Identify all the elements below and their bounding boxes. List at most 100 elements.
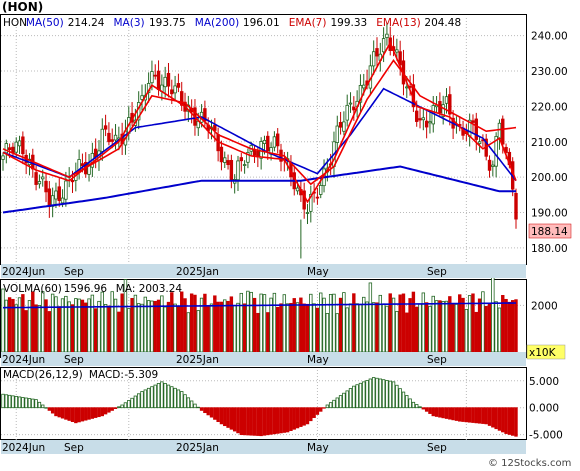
candle-body [497, 122, 502, 140]
macd-bar [176, 389, 181, 409]
volume-bar [193, 294, 197, 353]
macd-bar [67, 407, 71, 421]
legend-label: MACD: [89, 369, 124, 381]
candle-body [70, 179, 75, 183]
volume-bar [299, 297, 303, 353]
macd-bar [249, 407, 253, 436]
macd-bar [203, 407, 207, 414]
candle-body [491, 164, 495, 167]
candle-body [219, 146, 224, 163]
legend-value: 214.24 [68, 17, 105, 29]
volume-bar [93, 308, 98, 353]
volume-bar [487, 303, 492, 353]
volume-bar [497, 307, 502, 353]
macd-bar [93, 407, 98, 418]
macd-bar [448, 407, 452, 420]
volume-bar [302, 303, 306, 353]
macd-bar [388, 380, 392, 409]
volume-bar [213, 295, 217, 353]
volume-bar [388, 293, 392, 353]
volume-bar [305, 303, 310, 353]
candle-body [34, 172, 38, 185]
legend-value: 2003.24 [139, 283, 183, 295]
macd-bar [11, 395, 15, 409]
last-price-tag: 188.14 [531, 226, 568, 238]
volume-bar [325, 313, 330, 353]
volume-bar [7, 297, 12, 353]
legend-label: MA(200) [195, 17, 239, 29]
candle-body [315, 196, 320, 199]
candle-body [342, 121, 346, 132]
date-axis-label: Sep [427, 266, 447, 278]
volume-bar [203, 293, 207, 353]
candle-body [14, 141, 18, 153]
date-axis-label: 2024Jun [2, 442, 45, 454]
volume-bar [295, 302, 300, 353]
volume-bar [223, 299, 227, 353]
candle-body [428, 121, 432, 124]
macd-bar [458, 407, 462, 422]
macd-bar [57, 407, 61, 418]
volume-bar [451, 303, 455, 353]
macd-bar [497, 407, 502, 431]
volume-bar [216, 301, 220, 353]
volume-bar [401, 293, 406, 353]
last-price-tag-bg [528, 223, 572, 239]
macd-bar [27, 398, 32, 409]
macd-bar [87, 407, 91, 420]
volume-bar [246, 290, 250, 353]
price-y-tick-label: 180.00 [531, 243, 568, 255]
date-axis-label: May [307, 266, 329, 278]
macd-bar [189, 400, 194, 409]
macd-bar [398, 388, 402, 409]
volume-bar [355, 303, 359, 353]
candle-body [421, 117, 426, 121]
macd-bar [335, 397, 339, 409]
volume-bar [163, 306, 167, 353]
macd-bar [64, 407, 68, 420]
macd-bar [401, 391, 406, 409]
candle-body [348, 102, 353, 105]
volume-bar [411, 291, 416, 353]
macd-bar [7, 394, 12, 409]
price-y-tick-label: 200.00 [531, 172, 568, 184]
candle-body [41, 176, 45, 180]
macd-bar [405, 395, 409, 409]
candle-body [338, 122, 343, 128]
date-axis-label: May [307, 354, 329, 366]
macd-bar [47, 407, 52, 411]
volume-bar [266, 312, 270, 353]
volume-bar [239, 292, 243, 353]
volume-bar [322, 297, 326, 353]
volume-bar [140, 303, 144, 353]
macd-bar [77, 407, 81, 423]
volume-bar [27, 300, 32, 353]
candle-body [100, 128, 104, 152]
macd-bar [246, 407, 250, 436]
volume-bar [103, 303, 108, 353]
volume-bar [514, 299, 518, 353]
macd-bar [180, 391, 184, 409]
candle-body [57, 186, 61, 201]
macd-bar [428, 407, 432, 414]
date-axis-label: 2025Jan [176, 442, 219, 454]
volume-bar [14, 304, 18, 353]
candle-body [156, 70, 161, 91]
macd-bar [328, 402, 333, 409]
macd-bar [54, 407, 58, 417]
macd-bar [319, 407, 323, 412]
watermark: © 12Stocks.com [488, 458, 571, 469]
legend-label: HON [3, 17, 27, 29]
volume-bar [117, 311, 121, 353]
volume-bar [371, 302, 376, 353]
candle-body [64, 180, 68, 200]
volume-bar [431, 295, 435, 353]
candle-body [37, 181, 42, 185]
candle-body [501, 118, 505, 145]
volume-bar [491, 275, 495, 353]
volume-bar [510, 300, 515, 353]
candle-body [477, 141, 482, 145]
volume-bar [342, 292, 346, 353]
macd-bar [70, 407, 75, 423]
candle-body [266, 135, 270, 152]
